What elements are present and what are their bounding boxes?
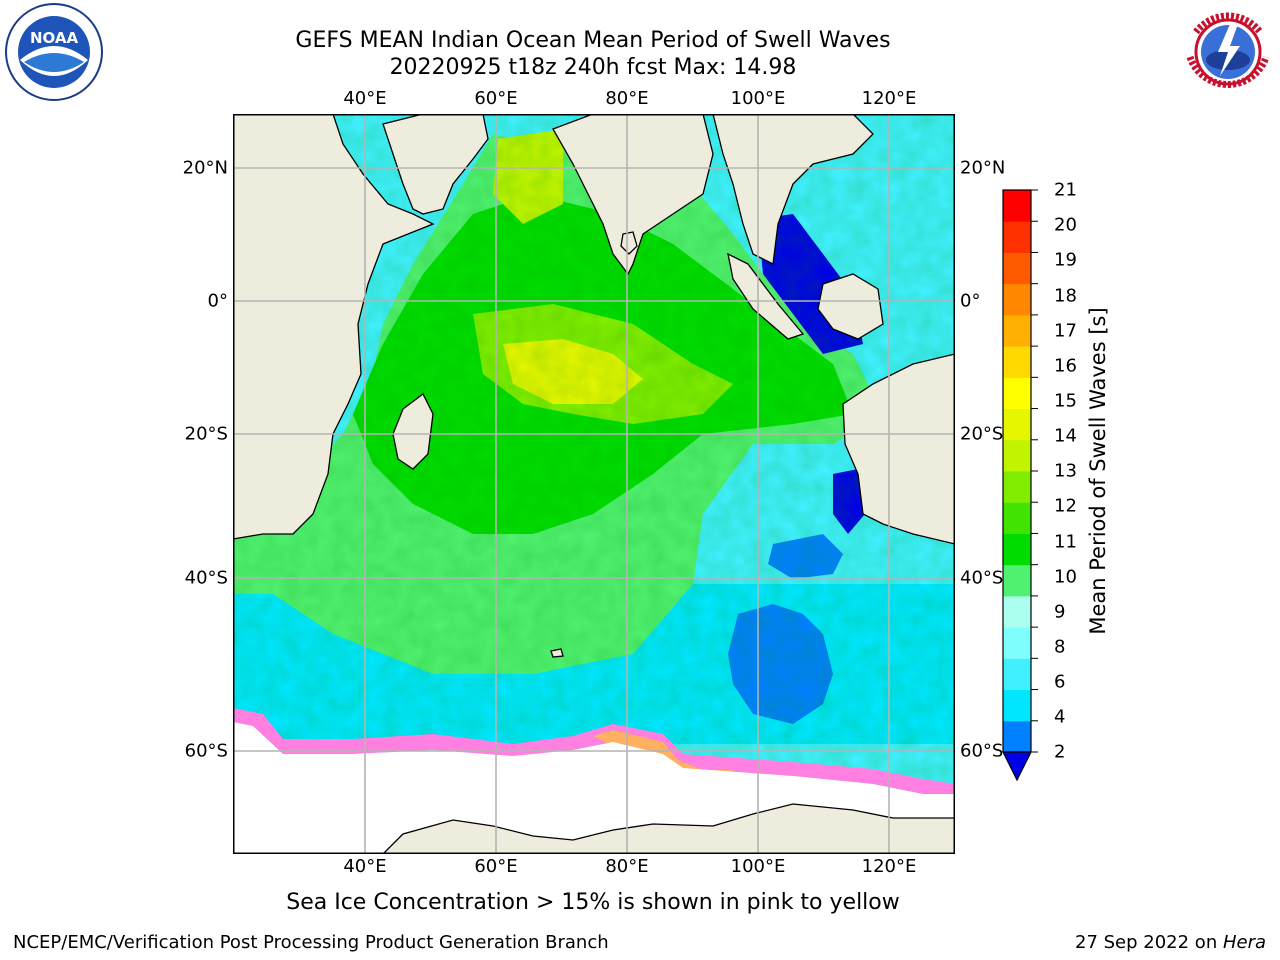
colorbar-tick: 8 bbox=[1054, 636, 1066, 658]
colorbar-segment bbox=[1003, 283, 1031, 316]
map-frame bbox=[233, 114, 955, 854]
lon-tick-top: 120°E bbox=[861, 88, 917, 109]
colorbar-tick: 2 bbox=[1054, 741, 1066, 763]
colorbar-tick: 9 bbox=[1054, 601, 1066, 623]
credit-line: NCEP/EMC/Verification Post Processing Pr… bbox=[13, 932, 609, 953]
colorbar-tick: 20 bbox=[1054, 214, 1077, 236]
colorbar-tick: 17 bbox=[1054, 320, 1077, 342]
land-africa bbox=[233, 114, 435, 540]
colorbar-segment bbox=[1003, 190, 1031, 222]
colorbar-segment bbox=[1003, 314, 1031, 347]
colorbar-segment bbox=[1003, 689, 1031, 722]
colorbar-label: Mean Period of Swell Waves [s] bbox=[1086, 307, 1110, 635]
lon-tick-top: 40°E bbox=[343, 88, 387, 109]
colorbar-tick: 12 bbox=[1054, 495, 1077, 517]
colorbar-segment bbox=[1003, 221, 1031, 253]
colorbar bbox=[1002, 189, 1038, 782]
colorbar-segment bbox=[1003, 502, 1031, 534]
lon-tick-bottom: 100°E bbox=[730, 856, 786, 877]
land-australia bbox=[842, 353, 955, 545]
land-arabia bbox=[382, 114, 489, 215]
host-name: Hera bbox=[1222, 932, 1266, 953]
noaa-logo: NOAA bbox=[5, 3, 103, 101]
colorbar-tick: 6 bbox=[1054, 671, 1066, 693]
land-madagascar bbox=[392, 393, 434, 470]
colorbar-tick: 19 bbox=[1054, 249, 1077, 271]
colorbar-tick: 21 bbox=[1054, 179, 1077, 201]
sea-ice-footnote: Sea Ice Concentration > 15% is shown in … bbox=[286, 890, 900, 915]
land-indochina bbox=[712, 114, 874, 265]
lon-tick-bottom: 120°E bbox=[861, 856, 917, 877]
colorbar-tick: 11 bbox=[1054, 531, 1077, 553]
land-india bbox=[552, 114, 714, 276]
colorbar-segment bbox=[1003, 471, 1031, 503]
colorbar-segment bbox=[1003, 658, 1031, 691]
colorbar-segment bbox=[1003, 439, 1031, 472]
colorbar-segment bbox=[1003, 595, 1031, 628]
lat-tick-left: 20°N bbox=[182, 157, 228, 179]
colorbar-tick: 14 bbox=[1054, 425, 1077, 447]
colorbar-segment bbox=[1003, 533, 1031, 566]
colorbar-tick: 16 bbox=[1054, 355, 1077, 377]
lon-tick-bottom: 40°E bbox=[343, 856, 387, 877]
lat-tick-left: 20°S bbox=[184, 423, 228, 445]
swell-period-map bbox=[233, 114, 955, 854]
colorbar-extend-triangle bbox=[1002, 751, 1032, 782]
lat-tick-left: 40°S bbox=[184, 567, 228, 589]
colorbar-tick: 4 bbox=[1054, 706, 1066, 728]
graticule bbox=[233, 114, 955, 854]
date-line: 27 Sep 2022 on Hera bbox=[1075, 932, 1266, 953]
map-subtitle: 20220925 t18z 240h fcst Max: 14.98 bbox=[389, 55, 797, 80]
lat-tick-right: 20°N bbox=[960, 157, 1006, 179]
map-title: GEFS MEAN Indian Ocean Mean Period of Sw… bbox=[295, 28, 891, 53]
colorbar-segment bbox=[1003, 252, 1031, 285]
lon-tick-top: 60°E bbox=[474, 88, 518, 109]
lon-tick-top: 100°E bbox=[730, 88, 786, 109]
sea-ice-edge bbox=[233, 708, 955, 794]
land-kerguelen bbox=[550, 648, 564, 658]
colorbar-tick: 18 bbox=[1054, 285, 1077, 307]
svg-text:NOAA: NOAA bbox=[30, 29, 79, 47]
lat-tick-right: 20°S bbox=[960, 423, 1004, 445]
land-borneo bbox=[817, 273, 884, 340]
date-text: 27 Sep 2022 on bbox=[1075, 932, 1223, 953]
land-sri-lanka bbox=[620, 231, 638, 255]
lon-tick-top: 80°E bbox=[605, 88, 649, 109]
colorbar-segment bbox=[1003, 346, 1031, 378]
lat-tick-left: 0° bbox=[207, 290, 228, 312]
nws-logo bbox=[1180, 4, 1276, 100]
land-sumatra bbox=[727, 252, 805, 340]
lat-tick-right: 40°S bbox=[960, 567, 1004, 589]
colorbar-segment bbox=[1003, 564, 1031, 597]
colorbar-segment bbox=[1003, 627, 1031, 659]
colorbar-tick: 15 bbox=[1054, 390, 1077, 412]
colorbar-tick: 13 bbox=[1054, 460, 1077, 482]
colorbar-segment bbox=[1003, 408, 1031, 441]
colorbar-tick: 10 bbox=[1054, 566, 1077, 588]
lon-tick-bottom: 80°E bbox=[605, 856, 649, 877]
lon-tick-bottom: 60°E bbox=[474, 856, 518, 877]
colorbar-segment bbox=[1003, 720, 1031, 753]
colorbar-segment bbox=[1003, 377, 1031, 410]
land-antarctica bbox=[382, 803, 955, 854]
lat-tick-left: 60°S bbox=[184, 740, 228, 762]
lat-tick-right: 0° bbox=[960, 290, 981, 312]
lat-tick-right: 60°S bbox=[960, 740, 1004, 762]
